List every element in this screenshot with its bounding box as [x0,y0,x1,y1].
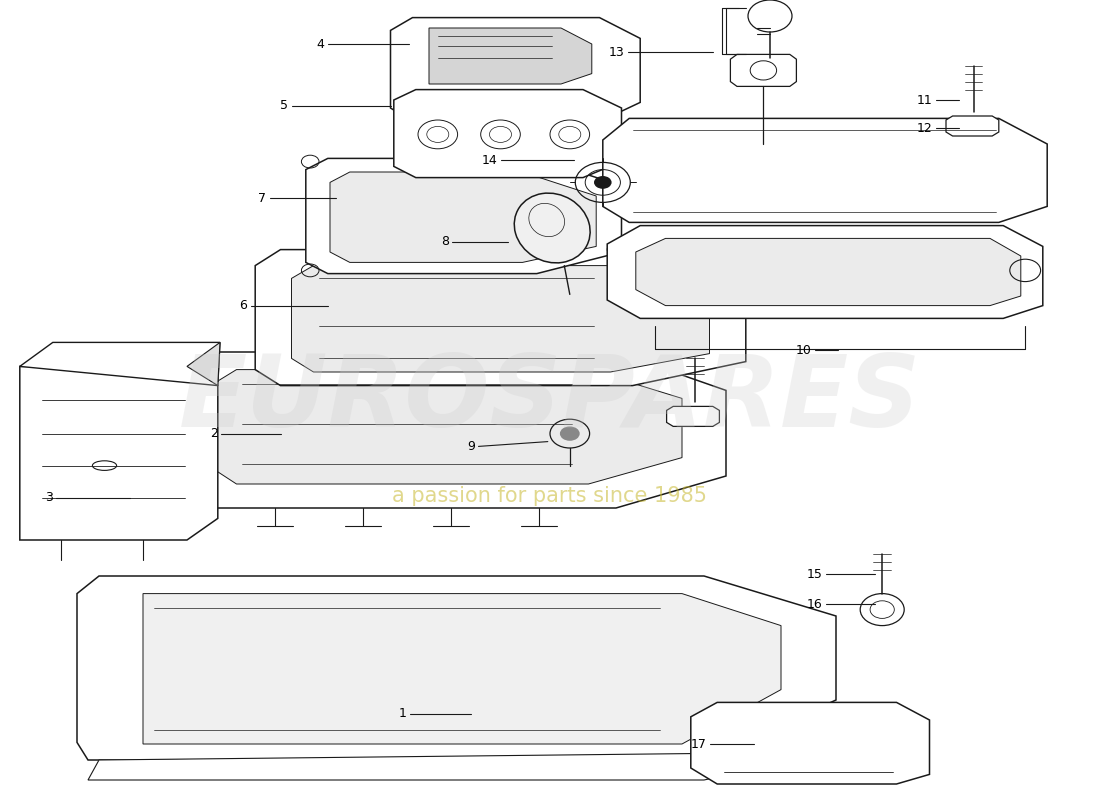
Text: 1: 1 [399,707,407,720]
Polygon shape [255,250,746,386]
Polygon shape [306,158,622,274]
Polygon shape [20,342,220,386]
Ellipse shape [92,461,117,470]
Text: 15: 15 [807,568,823,581]
Text: 9: 9 [468,440,475,453]
Text: 6: 6 [240,299,248,312]
Polygon shape [429,28,592,84]
Text: 7: 7 [258,192,266,205]
Text: 3: 3 [45,491,53,504]
Polygon shape [667,406,719,426]
Text: 11: 11 [917,94,933,106]
Polygon shape [292,266,710,372]
Text: 14: 14 [482,154,497,166]
Text: 8: 8 [441,235,449,248]
Polygon shape [20,366,218,540]
Polygon shape [394,90,622,178]
Polygon shape [143,594,781,744]
Polygon shape [330,172,596,262]
Circle shape [594,176,612,189]
Polygon shape [77,576,836,760]
Text: 5: 5 [280,99,288,112]
Text: 10: 10 [796,344,812,357]
Polygon shape [603,118,1047,222]
Polygon shape [187,342,220,386]
Polygon shape [216,370,682,484]
Polygon shape [178,352,726,508]
Polygon shape [691,702,929,784]
Polygon shape [636,238,1021,306]
Text: 13: 13 [609,46,625,58]
Text: 17: 17 [691,738,706,750]
Polygon shape [607,226,1043,318]
Text: a passion for parts since 1985: a passion for parts since 1985 [393,486,707,506]
Text: 4: 4 [317,38,324,50]
Polygon shape [946,116,999,136]
Text: EUROSPARES: EUROSPARES [179,351,921,449]
Text: 16: 16 [807,598,823,610]
Ellipse shape [515,193,590,263]
Polygon shape [88,752,836,780]
Polygon shape [390,18,640,122]
Polygon shape [730,54,796,86]
Text: 12: 12 [917,122,933,134]
Text: 2: 2 [210,427,218,440]
Circle shape [560,426,580,441]
